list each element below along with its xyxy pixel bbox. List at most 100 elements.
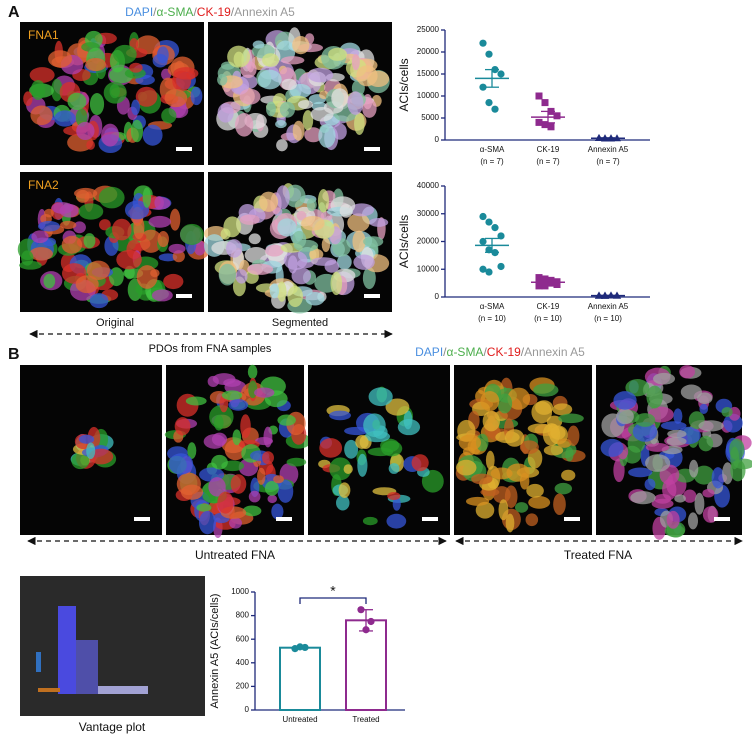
cell xyxy=(158,253,178,262)
cell xyxy=(221,390,243,401)
cell xyxy=(86,140,95,150)
cell xyxy=(645,442,670,452)
cell xyxy=(533,383,559,397)
y-tick-label: 40000 xyxy=(417,181,440,190)
cell xyxy=(680,384,702,400)
cell xyxy=(211,432,228,446)
cell xyxy=(331,88,349,109)
cell xyxy=(98,186,125,209)
cell xyxy=(337,254,352,270)
y-axis-label: ACIs/cells xyxy=(397,215,411,268)
stain-name: / xyxy=(483,345,487,359)
cell xyxy=(558,413,584,424)
y-tick-label: 0 xyxy=(245,705,250,714)
stain-name: DAPI xyxy=(125,5,153,19)
cell xyxy=(239,214,260,225)
cell xyxy=(103,81,127,104)
x-tick-label: Untreated xyxy=(282,715,317,724)
stain-name: α-SMA xyxy=(157,5,194,19)
cell xyxy=(687,512,699,530)
y-tick-label: 200 xyxy=(236,682,250,691)
cell xyxy=(625,379,650,397)
stain-name: / xyxy=(443,345,447,359)
cell xyxy=(328,47,348,61)
cell xyxy=(693,465,715,485)
cell xyxy=(699,403,709,415)
cell xyxy=(497,393,513,414)
cell xyxy=(283,250,308,270)
cell xyxy=(168,453,194,475)
cell xyxy=(29,247,53,261)
cell xyxy=(276,185,290,210)
cell xyxy=(550,426,566,440)
point xyxy=(479,237,487,246)
cell xyxy=(347,213,370,233)
cell xyxy=(662,479,677,501)
significance-bracket xyxy=(299,597,367,604)
significance-label: * xyxy=(330,583,336,599)
cell xyxy=(498,499,509,521)
stain-name: / xyxy=(193,5,197,19)
point xyxy=(535,92,543,100)
cell xyxy=(247,364,258,379)
point xyxy=(491,224,499,232)
cell xyxy=(257,69,282,90)
cell xyxy=(645,454,671,472)
point xyxy=(497,70,505,78)
cell xyxy=(265,244,284,257)
vantage-blob xyxy=(58,606,76,694)
cell xyxy=(277,479,294,503)
cell xyxy=(355,435,369,449)
cell xyxy=(235,269,248,284)
point xyxy=(497,232,505,240)
cell xyxy=(721,407,733,418)
cell xyxy=(600,438,624,457)
cell xyxy=(660,421,687,431)
cell xyxy=(86,442,96,460)
cell xyxy=(213,414,224,431)
cell xyxy=(683,489,697,503)
point xyxy=(485,50,493,58)
point xyxy=(541,99,549,107)
cell xyxy=(51,202,74,214)
cell xyxy=(89,293,109,309)
cell xyxy=(78,434,95,444)
cell xyxy=(689,459,699,478)
point xyxy=(541,121,549,129)
cell xyxy=(161,108,177,124)
x-tick-label: CK-19 xyxy=(537,302,560,311)
cell xyxy=(628,467,653,478)
cell xyxy=(679,365,695,379)
cell xyxy=(85,57,107,72)
caption: Vantage plot xyxy=(79,720,146,734)
cell xyxy=(458,434,482,451)
cell xyxy=(528,496,551,509)
point xyxy=(479,83,487,91)
cell xyxy=(168,243,186,254)
cell xyxy=(698,435,714,452)
stain-name: / xyxy=(231,5,235,19)
point xyxy=(541,275,549,283)
cell xyxy=(367,447,394,457)
cell xyxy=(310,106,334,122)
cell xyxy=(307,67,334,83)
x-tick-sublabel: (n = 7) xyxy=(596,157,620,166)
cell xyxy=(247,263,274,275)
cell xyxy=(317,188,329,213)
cell xyxy=(465,496,490,506)
cell xyxy=(286,457,307,467)
y-tick-label: 600 xyxy=(236,634,250,643)
cell xyxy=(277,218,297,237)
cell xyxy=(527,423,553,434)
cell xyxy=(653,372,676,385)
cell xyxy=(296,211,307,221)
y-axis-label: ACIs/cells xyxy=(397,58,411,111)
cell xyxy=(151,289,173,302)
cell xyxy=(553,493,566,516)
cell xyxy=(526,483,544,498)
x-tick-label: Annexin A5 xyxy=(588,302,629,311)
cell xyxy=(19,260,42,270)
cell xyxy=(543,445,564,456)
cell xyxy=(291,267,312,285)
cell xyxy=(208,477,226,497)
